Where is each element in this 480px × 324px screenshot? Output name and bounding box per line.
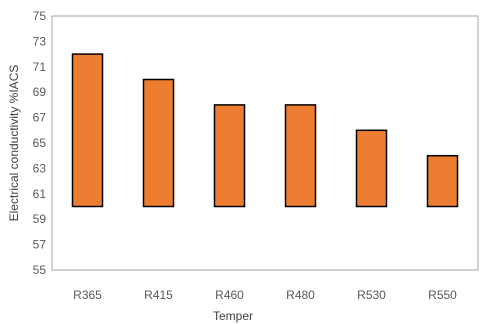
y-tick-label: 65 <box>33 136 47 150</box>
x-tick-label: R480 <box>286 288 315 302</box>
y-tick-label: 57 <box>33 238 47 252</box>
x-tick-labels: R365 R415 R460 R480 R530 R550 <box>73 288 457 302</box>
bar-r415 <box>142 78 175 208</box>
plot-area <box>51 15 479 271</box>
y-tick-label: 67 <box>33 111 47 125</box>
bar-r460 <box>213 104 246 208</box>
x-axis-title: Temper <box>213 309 253 323</box>
y-tick-label: 75 <box>33 9 47 23</box>
bar-r480 <box>284 104 317 208</box>
y-tick-label: 73 <box>33 34 47 48</box>
x-tick-label: R415 <box>144 288 173 302</box>
y-tick-label: 69 <box>33 85 47 99</box>
y-tick-labels: 55 57 59 61 63 65 67 69 71 73 75 <box>33 9 47 277</box>
x-tick-label: R365 <box>73 288 102 302</box>
bars-group <box>71 53 459 208</box>
y-axis-title: Electrical conductivity %IACS <box>7 65 21 222</box>
x-tick-label: R460 <box>215 288 244 302</box>
y-tick-label: 61 <box>33 187 47 201</box>
y-tick-label: 71 <box>33 60 47 74</box>
x-tick-label: R530 <box>357 288 386 302</box>
x-tick-label: R550 <box>428 288 457 302</box>
y-tick-label: 63 <box>33 161 47 175</box>
bar-r530 <box>355 129 388 208</box>
bar-r365 <box>71 53 104 208</box>
y-tick-label: 55 <box>33 263 47 277</box>
bar-r550 <box>426 154 459 208</box>
y-tick-label: 59 <box>33 212 47 226</box>
